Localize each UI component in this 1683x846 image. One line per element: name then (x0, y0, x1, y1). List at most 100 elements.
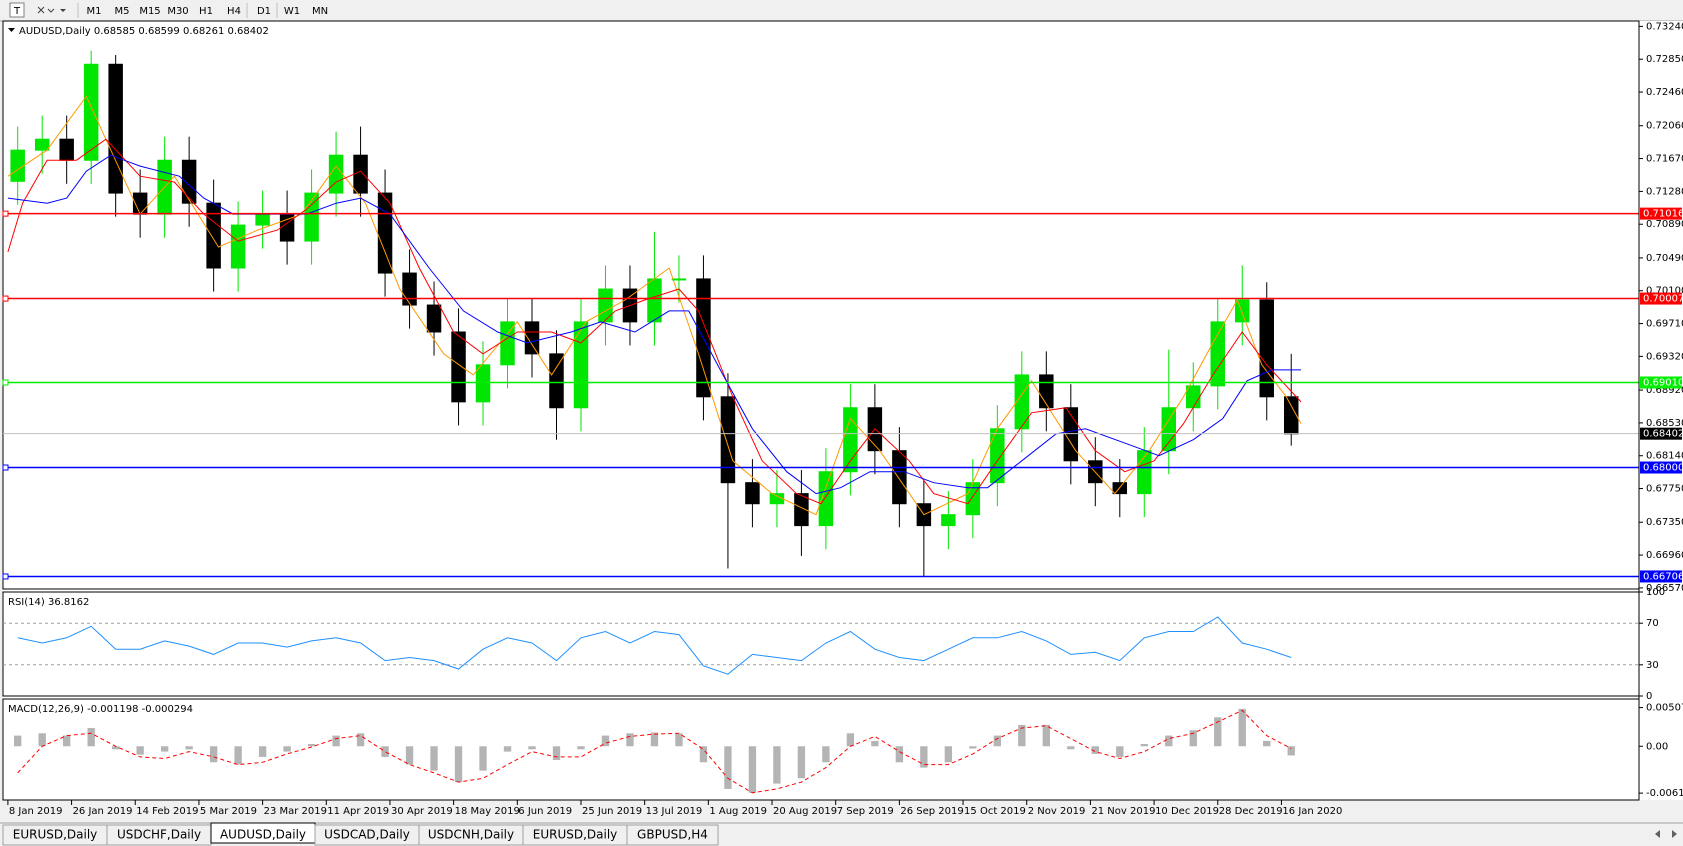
tab-label: AUDUSD,Daily (220, 828, 306, 842)
timeframe-button[interactable]: D1 (257, 6, 271, 17)
level-price-box (1640, 461, 1682, 474)
level-anchor (2, 295, 9, 302)
candle-body (1235, 299, 1250, 323)
macd-histogram-bar (650, 732, 659, 747)
macd-histogram-bar (920, 746, 928, 768)
candle-body (108, 63, 123, 194)
macd-histogram-bar (626, 733, 634, 747)
moving-average (7, 138, 1302, 505)
y-tick-label: 70 (1646, 618, 1659, 629)
macd-histogram-bar (1238, 708, 1246, 747)
level-price-label: 0.66706 (1643, 571, 1683, 582)
macd-histogram-bar (136, 746, 144, 755)
macd-histogram-bar (405, 746, 414, 765)
last-price-label: 0.68402 (1643, 429, 1683, 440)
x-tick-label: 7 Sep 2019 (837, 806, 894, 817)
macd-histogram-bar (1287, 746, 1295, 756)
macd-histogram-bar (1189, 730, 1197, 747)
candle-body (34, 138, 50, 151)
candle-body (990, 428, 1005, 484)
tab-label: USDCHF,Daily (117, 828, 201, 842)
macd-histogram-bar (699, 746, 708, 763)
macd-histogram-bar (185, 746, 193, 750)
level-anchor (2, 210, 9, 217)
timeframe-button[interactable]: M30 (167, 6, 188, 17)
timeframe-button[interactable]: H4 (227, 6, 241, 17)
x-tick-label: 28 Dec 2019 (1219, 806, 1283, 817)
level-price-label: 0.70007 (1643, 294, 1683, 305)
candle-body (377, 192, 393, 274)
timeframe-button[interactable]: W1 (284, 6, 300, 17)
candle-body (1161, 407, 1177, 452)
x-tick-label: 25 Jun 2019 (582, 806, 642, 817)
candle-body (843, 407, 858, 473)
macd-histogram-bar (479, 746, 487, 771)
tab[interactable] (626, 824, 719, 846)
x-tick-label: 21 Nov 2019 (1091, 806, 1155, 817)
panel-title: RSI(14) 36.8162 (8, 597, 89, 608)
macd-histogram-bar (601, 735, 610, 747)
x-tick-label: 14 Feb 2019 (136, 806, 198, 817)
candle-body (475, 364, 491, 403)
candle-body (671, 278, 687, 281)
candle-body (818, 471, 834, 527)
timeframe-button[interactable]: M5 (115, 6, 130, 17)
x-tick-label: 23 Mar 2019 (264, 806, 327, 817)
macd-histogram-bar (1165, 735, 1173, 747)
candle-body (1186, 385, 1201, 409)
candle-body (353, 154, 368, 194)
candle-body (59, 138, 74, 161)
macd-histogram-bar (503, 746, 512, 752)
text-tool-icon[interactable] (9, 2, 25, 18)
x-tick-label: 13 Jul 2019 (646, 806, 703, 817)
y-tick-label: 0.005076 (1646, 703, 1683, 714)
symbol-menu-arrow[interactable] (8, 28, 15, 32)
x-tick-label: 10 Dec 2019 (1155, 806, 1219, 817)
timeframe-button[interactable]: MN (312, 6, 328, 17)
x-tick-label: 11 Apr 2019 (327, 806, 389, 817)
timeframe-button[interactable]: M15 (139, 6, 160, 17)
timeframe-button[interactable]: H1 (199, 6, 213, 17)
y-tick-label: 0.00 (1646, 741, 1668, 752)
y-tick-label: 100 (1646, 587, 1665, 598)
candle-body (1014, 374, 1030, 430)
level-price-label: 0.69010 (1643, 377, 1683, 388)
macd-histogram-bar (797, 746, 806, 779)
macd-histogram-bar (307, 743, 316, 747)
last-price-box (1640, 427, 1682, 440)
macd-histogram-bar (38, 733, 46, 747)
macd-histogram-bar (675, 733, 683, 747)
x-tick-label: 8 Jan 2019 (9, 806, 63, 817)
candle-body (1259, 299, 1274, 398)
candle-body (230, 224, 246, 269)
macd-histogram-bar (1214, 717, 1222, 747)
timeframe-button[interactable]: M1 (87, 6, 102, 17)
dropdown-arrow[interactable] (60, 9, 66, 12)
macd-histogram-bar (332, 735, 340, 747)
x-tick-label: 16 Jan 2020 (1282, 806, 1342, 817)
tab-label: USDCNH,Daily (428, 828, 514, 842)
y-tick-label: 0 (1646, 691, 1652, 702)
x-tick-label: 5 Mar 2019 (200, 806, 257, 817)
tab-scroll-arrows[interactable] (1655, 830, 1677, 838)
macd-histogram-bar (356, 733, 365, 747)
moving-average (7, 154, 1301, 495)
objects-tool-icon[interactable] (37, 6, 55, 14)
macd-histogram-bar (944, 746, 953, 763)
x-tick-label: 30 Apr 2019 (391, 806, 453, 817)
macd-histogram-bar (63, 735, 71, 747)
macd-histogram-bar (1140, 743, 1148, 747)
candle-body (794, 493, 809, 527)
macd-histogram-bar (895, 746, 904, 763)
